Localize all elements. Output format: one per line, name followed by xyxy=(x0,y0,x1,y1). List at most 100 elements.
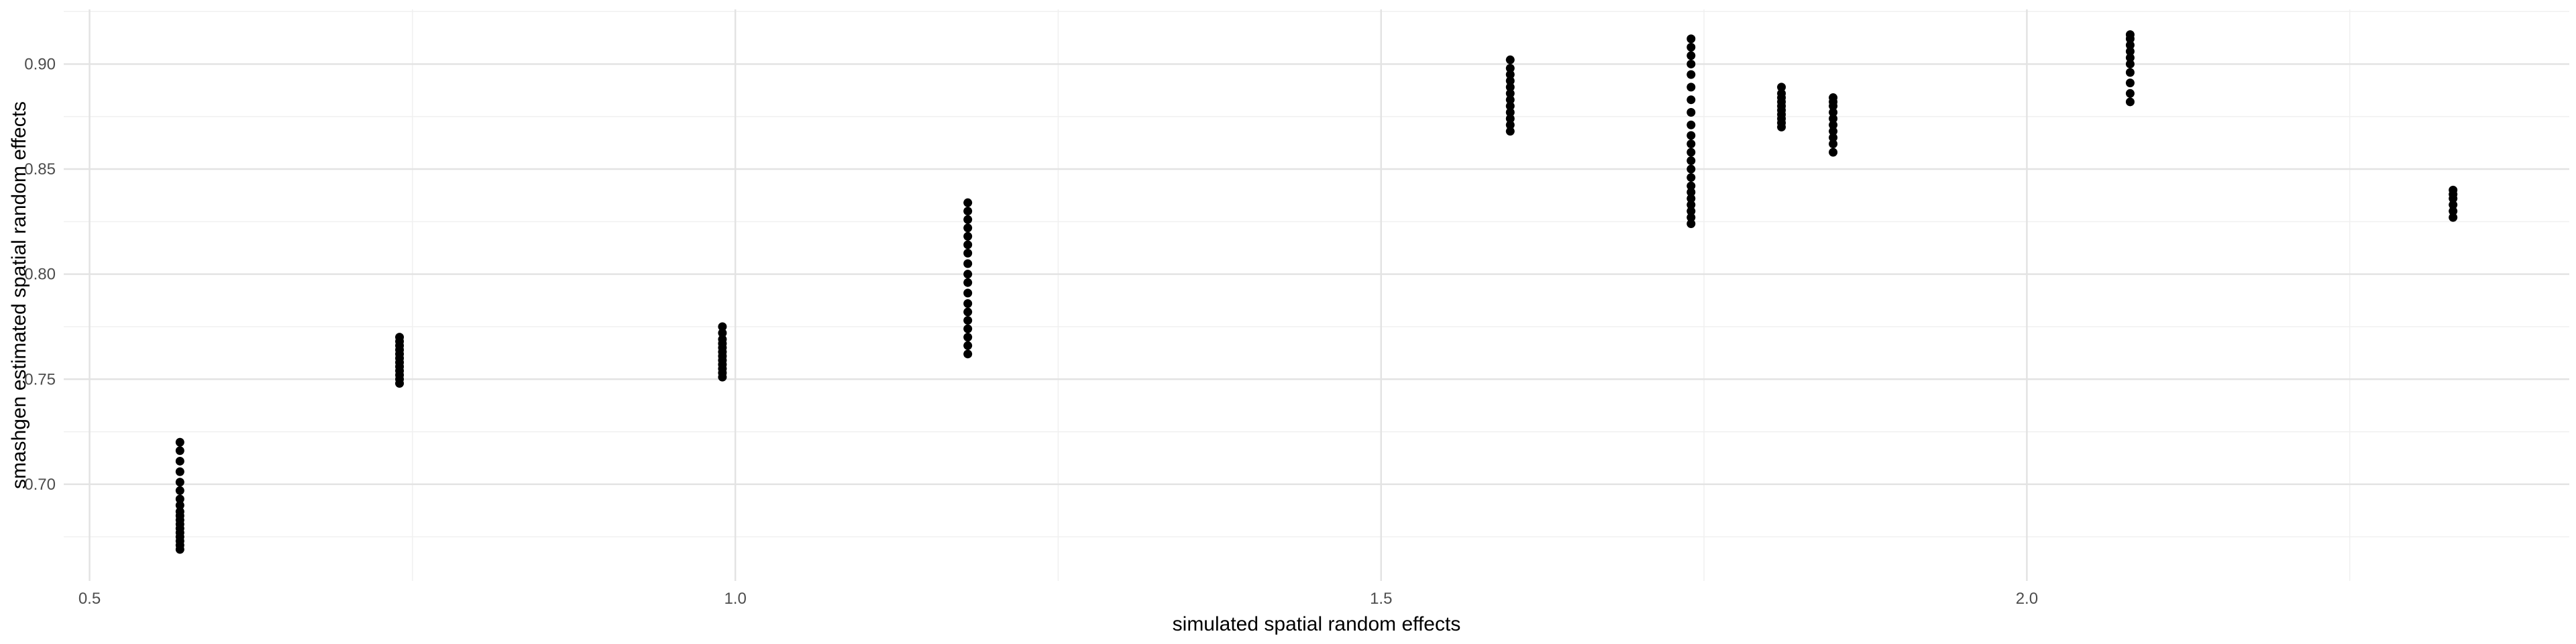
data-point xyxy=(1686,200,1696,209)
data-point xyxy=(963,207,973,216)
data-point xyxy=(175,446,184,455)
data-point xyxy=(1686,83,1696,92)
data-point xyxy=(1505,95,1515,105)
data-point xyxy=(175,500,184,510)
data-point xyxy=(2125,30,2135,40)
data-point xyxy=(1829,114,1838,123)
data-point xyxy=(963,288,973,298)
data-point xyxy=(2449,185,2458,195)
data-point xyxy=(963,350,973,359)
data-point xyxy=(1777,89,1786,98)
data-point xyxy=(1686,34,1696,44)
data-point xyxy=(1686,194,1696,203)
data-point xyxy=(1686,139,1696,148)
data-point xyxy=(963,324,973,333)
data-point xyxy=(963,240,973,250)
data-point xyxy=(1686,156,1696,166)
y-axis-title: smashgen estimated spatial random effect… xyxy=(8,101,30,489)
data-point xyxy=(1505,83,1515,92)
data-point xyxy=(1505,101,1515,111)
data-point xyxy=(963,223,973,233)
data-point xyxy=(2125,78,2135,88)
data-point xyxy=(1505,127,1515,136)
data-point xyxy=(2125,97,2135,107)
data-point xyxy=(1686,207,1696,216)
data-point xyxy=(175,478,184,487)
data-point xyxy=(718,335,727,344)
tick-labels: 0.5 1.0 1.5 2.0 0.70 0.75 0.80 0.85 0.90 xyxy=(24,55,2038,608)
data-point xyxy=(963,215,973,224)
data-point xyxy=(1686,131,1696,140)
data-point xyxy=(1686,95,1696,105)
y-tick-label: 0.85 xyxy=(24,160,56,178)
data-point xyxy=(1686,164,1696,174)
data-point xyxy=(1829,133,1838,142)
data-point xyxy=(1686,219,1696,228)
data-point xyxy=(1686,173,1696,182)
x-tick-label: 1.0 xyxy=(724,590,746,608)
data-point xyxy=(1686,120,1696,129)
data-point xyxy=(963,231,973,241)
data-point xyxy=(2125,53,2135,62)
data-point xyxy=(175,486,184,495)
data-point xyxy=(963,270,973,279)
x-axis-title: simulated spatial random effects xyxy=(1173,613,1461,635)
data-point xyxy=(1829,107,1838,117)
x-tick-label: 0.5 xyxy=(78,590,101,608)
data-point xyxy=(1686,70,1696,79)
data-point xyxy=(2125,68,2135,77)
data-point xyxy=(1505,89,1515,98)
data-point xyxy=(175,456,184,466)
data-point xyxy=(2125,40,2135,50)
data-point xyxy=(175,507,184,517)
data-point xyxy=(1686,42,1696,52)
data-point xyxy=(963,307,973,317)
data-point xyxy=(963,333,973,342)
data-point xyxy=(1686,59,1696,68)
data-point xyxy=(718,328,727,337)
data-point xyxy=(963,316,973,325)
data-point xyxy=(2449,207,2458,216)
data-point xyxy=(2125,89,2135,98)
data-point xyxy=(718,322,727,331)
data-point xyxy=(1686,188,1696,197)
data-point xyxy=(1686,107,1696,117)
data-point xyxy=(963,278,973,287)
data-point xyxy=(1505,55,1515,64)
x-tick-label: 1.5 xyxy=(1370,590,1392,608)
data-point xyxy=(395,333,405,342)
data-point xyxy=(1505,114,1515,123)
data-point xyxy=(1829,120,1838,129)
data-point xyxy=(175,437,184,447)
data-point xyxy=(1686,51,1696,60)
data-point xyxy=(963,341,973,350)
data-point xyxy=(1505,76,1515,85)
x-tick-label: 2.0 xyxy=(2016,590,2038,608)
data-point xyxy=(1686,148,1696,157)
data-point xyxy=(963,248,973,258)
data-point xyxy=(2449,213,2458,222)
data-point xyxy=(1505,64,1515,73)
data-point xyxy=(1829,139,1838,148)
data-point xyxy=(175,494,184,504)
data-point xyxy=(1777,83,1786,92)
data-points xyxy=(175,30,2458,554)
data-point xyxy=(1505,107,1515,117)
grid-lines xyxy=(64,9,2569,581)
y-tick-label: 0.80 xyxy=(24,266,56,284)
data-point xyxy=(963,299,973,309)
data-point xyxy=(1505,120,1515,129)
data-point xyxy=(2449,200,2458,209)
data-point xyxy=(2125,47,2135,56)
y-tick-label: 0.75 xyxy=(24,370,56,388)
data-point xyxy=(1686,181,1696,191)
data-point xyxy=(175,467,184,476)
data-point xyxy=(1505,70,1515,79)
data-point xyxy=(1829,148,1838,157)
data-point xyxy=(963,198,973,207)
y-tick-label: 0.70 xyxy=(24,476,56,494)
data-point xyxy=(1686,213,1696,222)
y-tick-label: 0.90 xyxy=(24,55,56,73)
